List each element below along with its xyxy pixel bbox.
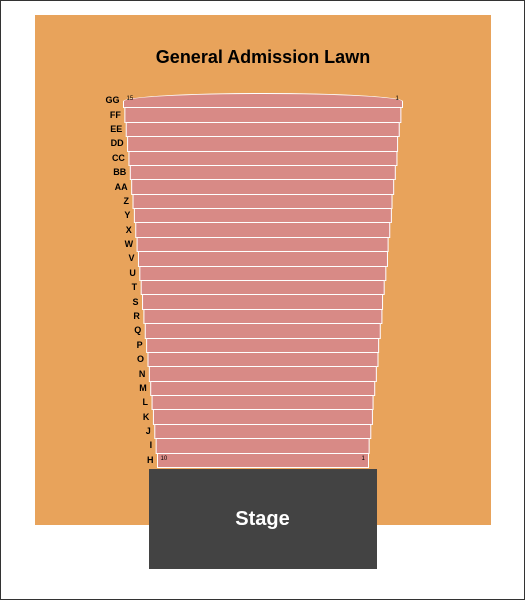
row-label: CC xyxy=(101,154,125,163)
seating-row[interactable] xyxy=(129,165,395,180)
row-label: O xyxy=(120,355,144,364)
seat-number: 15 xyxy=(127,96,134,102)
row-label: U xyxy=(112,269,136,278)
seating-row[interactable] xyxy=(128,151,397,166)
row-label: H xyxy=(130,456,154,465)
row-label: M xyxy=(123,384,147,393)
row-label: L xyxy=(124,398,148,407)
seating-row[interactable] xyxy=(143,309,382,324)
row-label: I xyxy=(128,441,152,450)
row-label: K xyxy=(125,413,149,422)
stage-label: Stage xyxy=(235,508,289,531)
seating-row[interactable] xyxy=(127,136,399,151)
row-label: W xyxy=(109,240,133,249)
row-label: GG xyxy=(96,96,120,105)
seat-number: 10 xyxy=(161,456,168,462)
seating-row[interactable] xyxy=(123,93,403,108)
row-label: EE xyxy=(98,125,122,134)
row-label: FF xyxy=(97,111,121,120)
seating-row[interactable] xyxy=(140,280,385,295)
seating-row[interactable] xyxy=(144,323,380,338)
lawn-title: General Admission Lawn xyxy=(156,47,370,68)
row-label: AA xyxy=(104,183,128,192)
seating-row[interactable] xyxy=(142,294,384,309)
row-label: S xyxy=(115,298,139,307)
seating-row[interactable] xyxy=(125,122,400,137)
row-label: R xyxy=(116,312,140,321)
seating-row[interactable] xyxy=(154,424,371,439)
seating-chart: General Admission Lawn GG 15 1 FF EE DD CC BB AA Z… xyxy=(0,0,525,600)
row-label: N xyxy=(121,370,145,379)
row-label: BB xyxy=(102,168,126,177)
row-label: X xyxy=(108,226,132,235)
seating-row[interactable] xyxy=(152,409,372,424)
row-label: Q xyxy=(117,326,141,335)
seating-row[interactable] xyxy=(132,194,393,209)
stage: Stage xyxy=(149,469,377,569)
seating-row[interactable] xyxy=(133,208,391,223)
seating-row[interactable] xyxy=(131,179,395,194)
seating-row[interactable] xyxy=(157,453,369,468)
seating-row[interactable] xyxy=(135,222,391,237)
seating-row[interactable] xyxy=(155,438,370,453)
seating-row[interactable] xyxy=(139,266,386,281)
seating-row[interactable] xyxy=(150,381,376,396)
row-label: V xyxy=(110,254,134,263)
row-label: J xyxy=(127,427,151,436)
seating-row[interactable] xyxy=(137,251,387,266)
row-label: Z xyxy=(105,197,129,206)
row-label: Y xyxy=(106,211,130,220)
row-label: P xyxy=(119,341,143,350)
seating-row[interactable] xyxy=(146,338,380,353)
seating-row[interactable] xyxy=(148,366,376,381)
seating-row[interactable] xyxy=(151,395,374,410)
seating-row[interactable] xyxy=(124,107,401,122)
seating-row[interactable] xyxy=(147,352,378,367)
seating-row[interactable] xyxy=(136,237,389,252)
seat-number: 1 xyxy=(396,96,399,102)
row-label: T xyxy=(113,283,137,292)
row-label: DD xyxy=(100,139,124,148)
seat-number: 1 xyxy=(362,456,365,462)
